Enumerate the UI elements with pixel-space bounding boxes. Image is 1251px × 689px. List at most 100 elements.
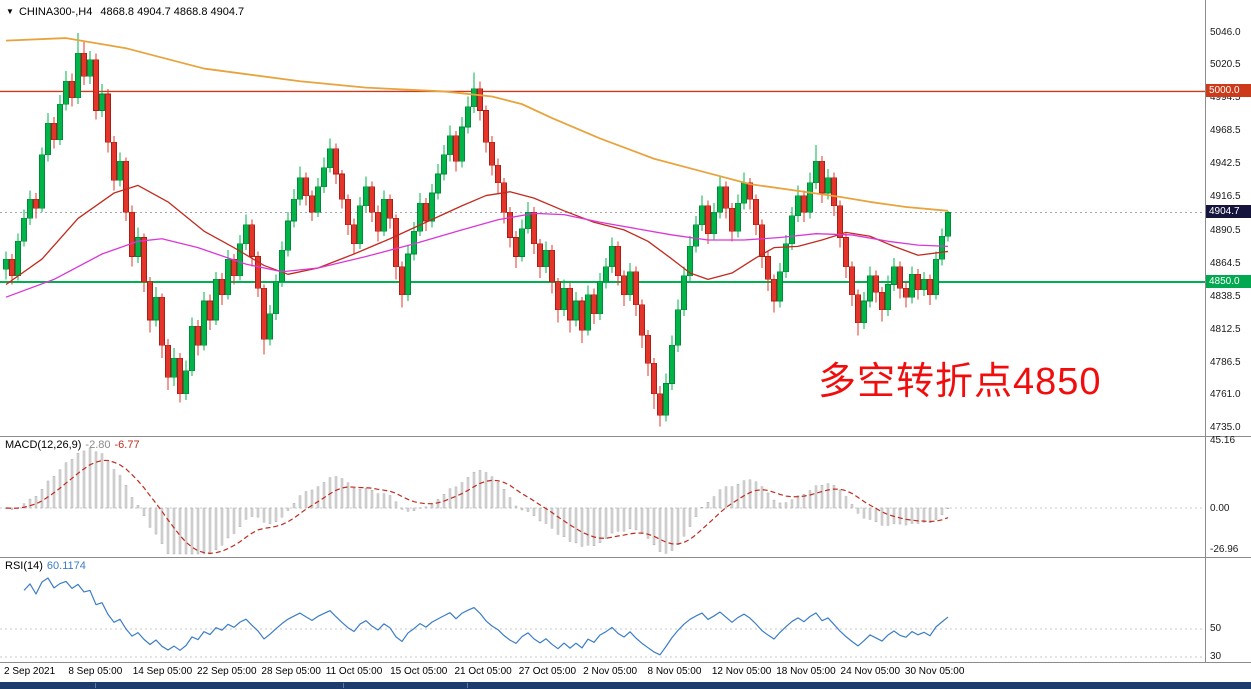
candle-body	[729, 207, 735, 232]
candle-body	[93, 59, 99, 111]
macd-bar	[718, 489, 722, 509]
candle-body	[231, 258, 237, 276]
candle-body	[453, 135, 459, 162]
candle-body	[507, 211, 513, 238]
candle-body	[795, 195, 801, 217]
candle-body	[345, 199, 351, 226]
candle-body	[33, 199, 39, 209]
candle-body	[399, 266, 405, 295]
candle-body	[843, 237, 849, 267]
candle-body	[417, 202, 423, 232]
macd-bar	[418, 507, 422, 509]
candle-body	[291, 199, 297, 222]
macd-bar	[562, 507, 566, 538]
candle-body	[87, 59, 93, 77]
macd-bar	[526, 507, 530, 512]
candle-body	[261, 287, 267, 340]
panel-separator[interactable]	[0, 436, 1251, 437]
macd-canvas[interactable]	[0, 437, 1205, 557]
macd-bar	[304, 491, 308, 509]
candle-body	[423, 202, 429, 222]
ma-orange-line[interactable]	[5, 37, 949, 212]
ma-red-line[interactable]	[5, 184, 949, 286]
macd-bar	[220, 507, 224, 546]
chart-header: ▼ CHINA300-,H4 4868.8 4904.7 4868.8 4904…	[6, 6, 244, 18]
candle-body	[945, 212, 951, 237]
macd-bar	[172, 507, 176, 555]
ma-magenta-line[interactable]	[5, 212, 949, 298]
macd-bar	[322, 482, 326, 509]
candle-body	[195, 326, 201, 346]
macd-bar	[124, 485, 128, 509]
macd-bar	[364, 488, 368, 509]
candle-body	[375, 211, 381, 232]
rsi-tick: 30	[1210, 651, 1222, 662]
candle-body	[363, 186, 369, 207]
macd-signal-line	[5, 459, 949, 554]
price-tick: 4838.5	[1210, 290, 1241, 302]
candle-body	[279, 249, 285, 283]
candle-body	[867, 275, 873, 302]
macd-bar	[934, 507, 938, 520]
panel-separator[interactable]	[0, 557, 1251, 558]
candle-body	[699, 205, 705, 226]
candle-body	[237, 243, 243, 276]
price-tick: 4968.5	[1210, 125, 1241, 137]
bottom-bar-divider	[343, 683, 344, 688]
candle-body	[831, 177, 837, 207]
candle-body	[771, 279, 777, 302]
price-tick: 4864.5	[1210, 257, 1241, 269]
macd-bar	[22, 503, 26, 509]
candle-body	[411, 230, 417, 255]
macd-bar	[34, 496, 38, 509]
macd-bar	[64, 462, 68, 509]
candle-body	[129, 211, 135, 257]
candle-body	[681, 275, 687, 311]
time-axis: 2 Sep 2021 8 Sep 05:00 14 Sep 05:00 22 Sep …	[0, 664, 1205, 682]
macd-bar	[604, 507, 608, 539]
macd-bar	[250, 507, 254, 517]
candle-body	[753, 199, 759, 226]
macd-bar	[400, 507, 404, 510]
price-tick: 4890.5	[1210, 224, 1241, 236]
macd-bar	[910, 507, 914, 524]
candle-body	[855, 294, 861, 323]
macd-bar	[682, 507, 686, 537]
chart-annotation-text[interactable]: 多空转折点4850	[818, 361, 1102, 403]
candle-body	[303, 177, 309, 196]
candle-body	[267, 313, 273, 340]
macd-bar	[460, 482, 464, 509]
macd-bar	[88, 448, 92, 509]
rsi-panel[interactable]: RSI(14) 60.1174	[0, 558, 1205, 662]
time-label: 2 Sep 2021	[4, 666, 56, 677]
macd-bar	[232, 507, 236, 534]
macd-bar	[454, 486, 458, 509]
candle-body	[459, 126, 465, 162]
main-chart-canvas[interactable]	[0, 0, 1205, 436]
candle-body	[123, 160, 129, 213]
candle-body	[915, 274, 921, 290]
macd-panel[interactable]: MACD(12,26,9) -2.80 -6.77	[0, 437, 1205, 557]
macd-bar	[838, 489, 842, 509]
candle-body	[297, 177, 303, 200]
rsi-canvas[interactable]	[0, 558, 1205, 662]
candle-body	[549, 249, 555, 283]
macd-bar	[424, 506, 428, 509]
macd-bar	[868, 507, 872, 520]
candle-body	[117, 160, 123, 181]
candle-body	[321, 167, 327, 187]
candle-body	[687, 246, 693, 276]
macd-bar	[784, 502, 788, 509]
candle-body	[723, 186, 729, 209]
macd-bar	[748, 479, 752, 509]
candle-body	[711, 211, 717, 234]
macd-bar	[112, 469, 116, 509]
main-chart-panel[interactable]: ▼ CHINA300-,H4 4868.8 4904.7 4868.8 4904…	[0, 0, 1205, 436]
candle-body	[381, 199, 387, 232]
candle-body	[213, 279, 219, 321]
macd-bar	[262, 507, 266, 523]
macd-bar	[394, 501, 398, 509]
macd-bar	[904, 507, 908, 526]
candle-body	[561, 287, 567, 311]
macd-bar	[832, 485, 836, 509]
